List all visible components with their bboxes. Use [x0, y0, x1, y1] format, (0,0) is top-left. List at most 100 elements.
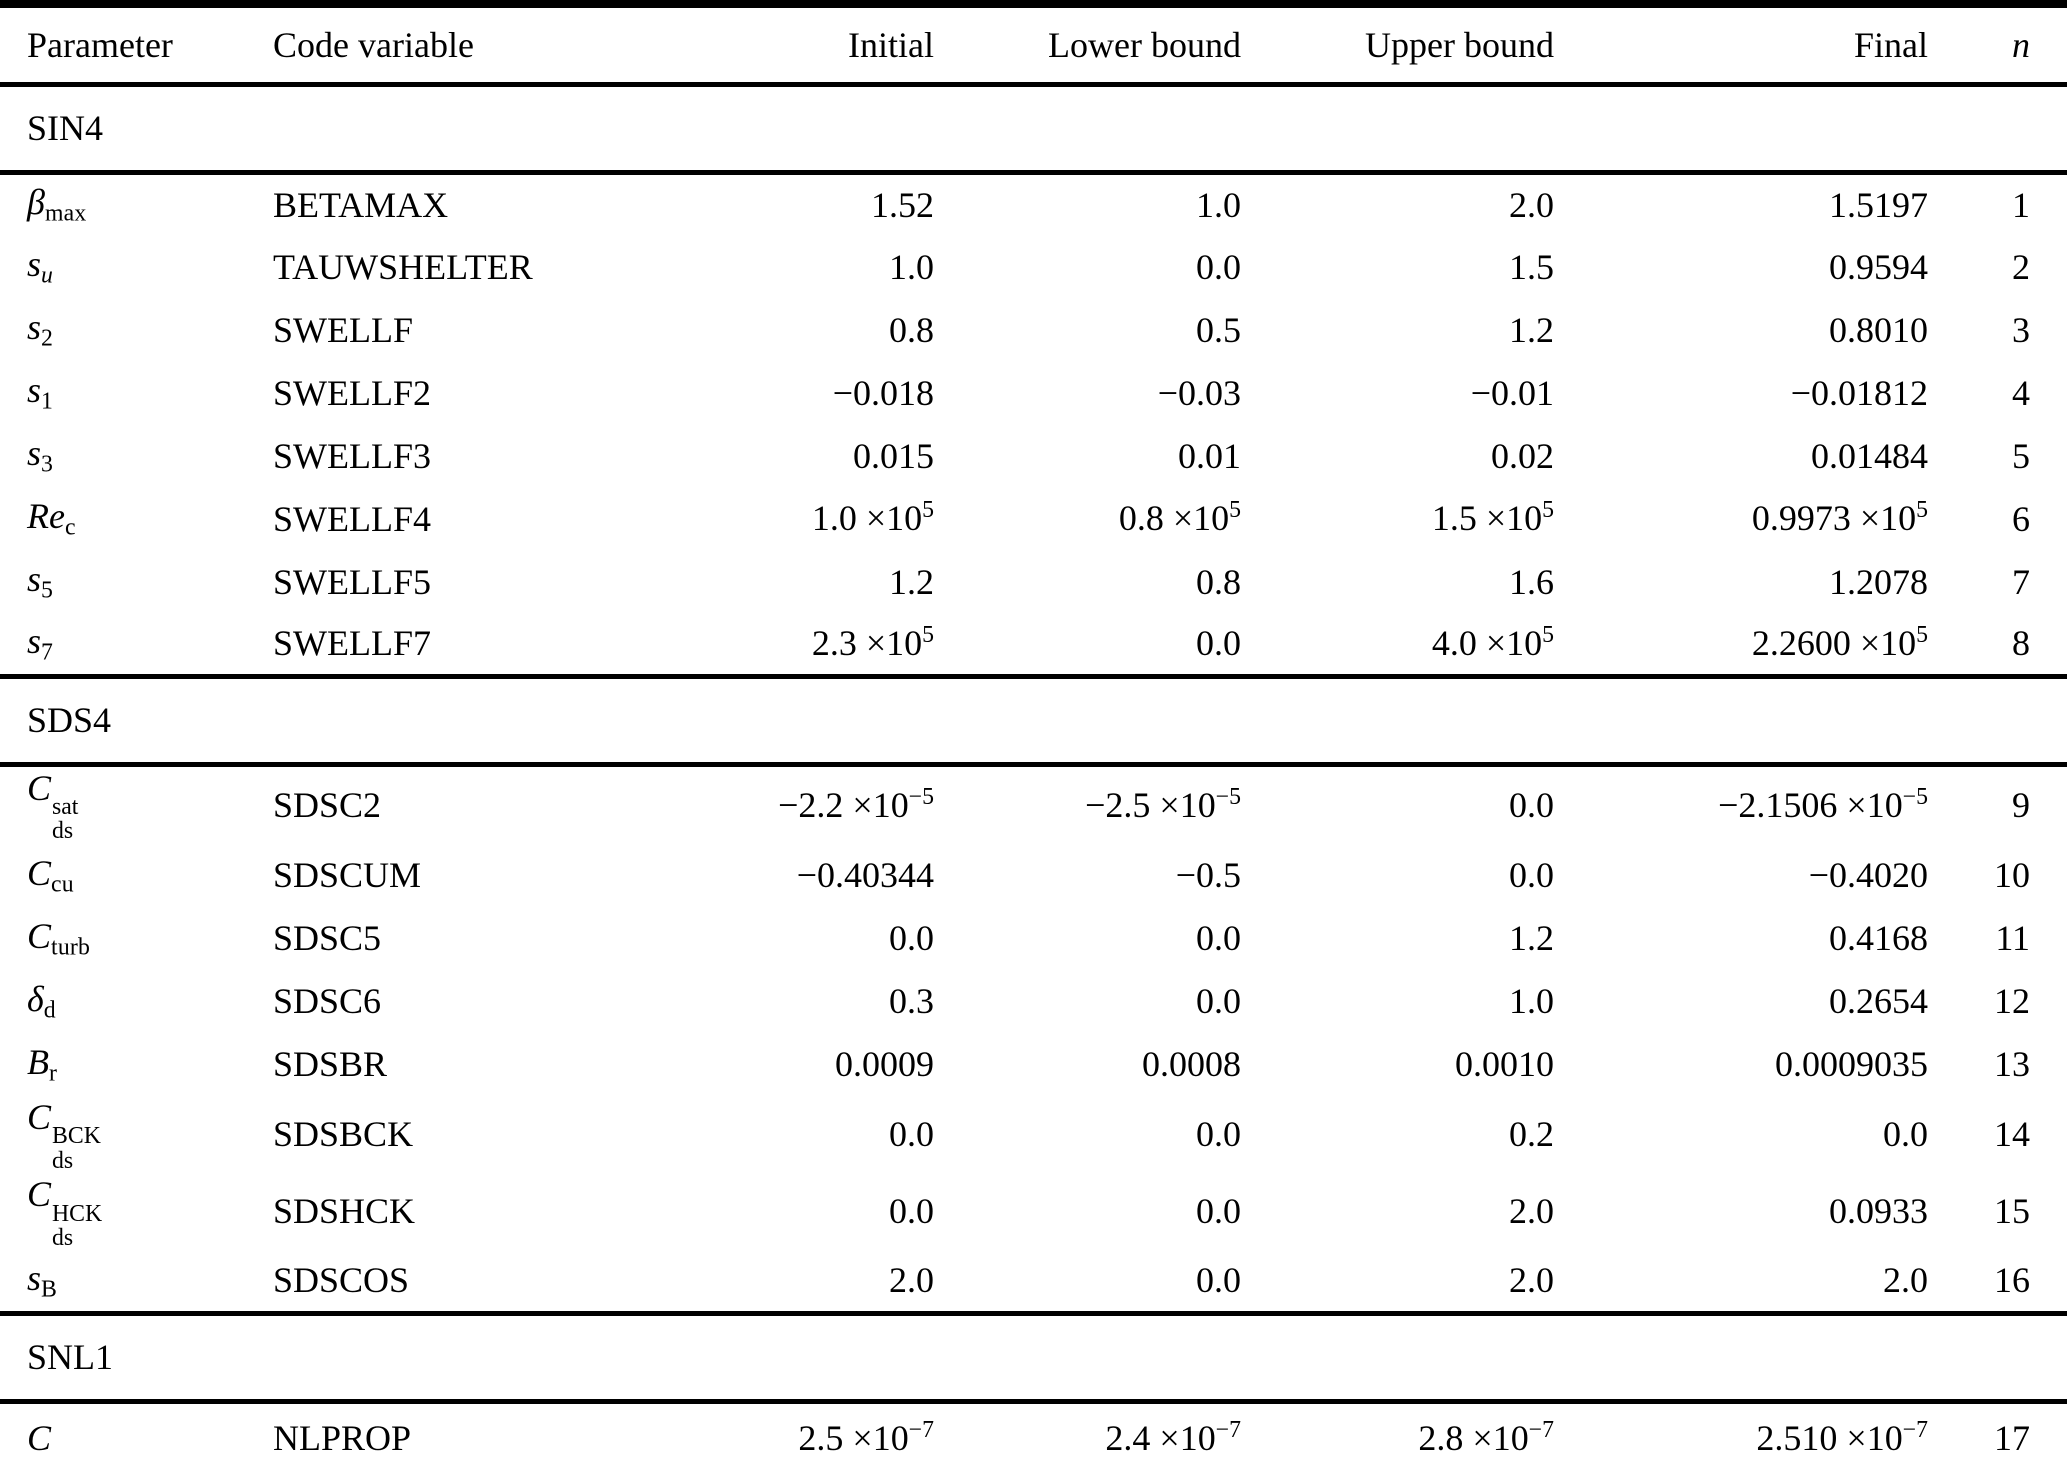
code-variable-cell: NLPROP: [273, 1417, 412, 1458]
exponent: −7: [1902, 1416, 1928, 1443]
code-variable-cell: SWELLF7: [273, 623, 431, 664]
col-header-final: Final: [1853, 24, 1928, 65]
param-cell: Ccu: [0, 844, 246, 907]
code-variable-cell: SWELLF5: [273, 561, 431, 602]
final-cell: 0.8010: [1829, 309, 1928, 350]
exponent: −7: [908, 1416, 934, 1443]
col-header-parameter: Parameter: [27, 24, 173, 65]
exponent: 5: [1916, 497, 1928, 524]
initial-cell: 2.5 ×10−7: [798, 1416, 934, 1458]
code-variable-cell: SDSC2: [273, 785, 382, 826]
param-cell: s7: [0, 613, 246, 676]
parameter-symbol-base: s: [27, 370, 42, 411]
final-cell: 0.01484: [1811, 435, 1928, 476]
code-variable-cell: SWELLF3: [273, 435, 431, 476]
exponent: −5: [1902, 784, 1928, 811]
parameter-symbol-sub: ds: [52, 818, 74, 845]
table-row: sB SDSCOS 2.0 0.0 2.0 2.0 16: [0, 1250, 2067, 1313]
table-row: δd SDSC6 0.3 0.0 1.0 0.2654 12: [0, 970, 2067, 1033]
param-cell: Rec: [0, 487, 246, 550]
lower-bound-cell: 0.0: [1196, 623, 1241, 664]
lower-bound-cell: −0.03: [1157, 372, 1241, 413]
code-variable-cell: BETAMAX: [273, 184, 449, 225]
initial-cell: −0.018: [832, 372, 934, 413]
parameter-symbol: δd: [27, 979, 56, 1024]
initial-cell: 0.015: [853, 435, 934, 476]
upper-bound-cell: 1.2: [1509, 918, 1554, 959]
parameter-symbol-sup: sat: [52, 794, 79, 821]
upper-bound-cell: 2.0: [1509, 1191, 1554, 1232]
param-cell: βmax: [0, 172, 246, 235]
parameter-symbol-base: C: [27, 1417, 52, 1458]
upper-bound-cell: 0.0: [1509, 855, 1554, 896]
lower-bound-cell: 0.8: [1196, 561, 1241, 602]
lower-bound-cell: 0.0: [1196, 918, 1241, 959]
col-header-initial: Initial: [848, 24, 934, 65]
param-cell: s1: [0, 361, 246, 424]
parameter-symbol-sub: B: [41, 1276, 58, 1303]
section-label: SDS4: [27, 700, 112, 740]
n-cell: 13: [1994, 1044, 2030, 1085]
parameter-symbol-base: s: [27, 244, 42, 285]
exponent: 5: [1542, 497, 1554, 524]
table-row: Cturb SDSC5 0.0 0.0 1.2 0.4168 11: [0, 907, 2067, 970]
parameter-symbol-sub: 5: [41, 577, 54, 604]
parameter-symbol: s1: [27, 370, 53, 415]
exponent: 5: [1229, 497, 1241, 524]
lower-bound-cell: 0.0: [1196, 981, 1241, 1022]
code-variable-cell: SWELLF2: [273, 372, 431, 413]
initial-cell: 1.0: [889, 246, 934, 287]
initial-cell: 0.8: [889, 309, 934, 350]
table-row: s3 SWELLF3 0.015 0.01 0.02 0.01484 5: [0, 424, 2067, 487]
parameter-symbol: s2: [27, 307, 53, 352]
n-cell: 8: [2012, 623, 2030, 664]
code-variable-cell: SDSHCK: [273, 1191, 416, 1232]
parameter-symbol-sub: ds: [52, 1147, 74, 1174]
n-cell: 5: [2012, 435, 2030, 476]
initial-cell: 1.2: [889, 561, 934, 602]
final-cell: 0.2654: [1829, 981, 1928, 1022]
final-cell: −0.4020: [1808, 855, 1928, 896]
code-variable-cell: SDSBCK: [273, 1114, 414, 1155]
code-variable-cell: SWELLF4: [273, 498, 431, 539]
table-row: s1 SWELLF2 −0.018 −0.03 −0.01 −0.01812 4: [0, 361, 2067, 424]
parameter-symbol-sub: turb: [51, 934, 91, 961]
lower-bound-cell: 0.8 ×105: [1118, 497, 1241, 539]
lower-bound-cell: 0.0: [1196, 1114, 1241, 1155]
parameter-symbol: Cturb: [27, 915, 90, 961]
n-cell: 14: [1994, 1114, 2030, 1155]
param-cell: C BCK ds: [0, 1096, 246, 1173]
col-header-lower-bound: Lower bound: [1048, 24, 1241, 65]
n-cell: 1: [2012, 184, 2030, 225]
parameter-symbol-base: C: [27, 767, 52, 808]
exponent: −7: [1528, 1416, 1554, 1443]
final-cell: 0.0009035: [1775, 1044, 1928, 1085]
parameter-symbol-base: C: [27, 1173, 52, 1214]
parameter-symbol-sub: u: [41, 262, 54, 289]
table-row: C HCK ds SDSHCK 0.0 0.0 2.0 0.0933 15: [0, 1173, 2067, 1250]
n-cell: 10: [1994, 855, 2030, 896]
upper-bound-cell: 0.0: [1509, 785, 1554, 826]
parameter-symbol: Rec: [27, 496, 76, 541]
parameter-symbol-base: C: [27, 915, 52, 956]
upper-bound-cell: 1.0: [1509, 981, 1554, 1022]
final-cell: 0.9594: [1829, 246, 1928, 287]
table-row: βmax BETAMAX 1.52 1.0 2.0 1.5197 1: [0, 172, 2067, 235]
final-cell: 0.0933: [1829, 1191, 1928, 1232]
n-cell: 17: [1994, 1417, 2030, 1458]
upper-bound-cell: 1.5 ×105: [1431, 497, 1554, 539]
parameter-symbol-base: s: [27, 620, 42, 661]
table-row: C NLPROP 2.5 ×10−7 2.4 ×10−7 2.8 ×10−7 2.510 …: [0, 1401, 2067, 1461]
initial-cell: 0.0009: [835, 1044, 934, 1085]
lower-bound-cell: 1.0: [1196, 184, 1241, 225]
parameter-symbol-sub: cu: [51, 871, 74, 898]
parameter-symbol-base: C: [27, 1096, 52, 1137]
col-header-n: n: [2012, 24, 2030, 65]
initial-cell: 0.0: [889, 1191, 934, 1232]
parameter-symbol-base: s: [27, 1257, 42, 1298]
header-row: Parameter Code variable Initial Lower bo…: [0, 4, 2067, 84]
table-row: Ccu SDSCUM −0.40344 −0.5 0.0 −0.4020 10: [0, 844, 2067, 907]
param-cell: Br: [0, 1033, 246, 1096]
